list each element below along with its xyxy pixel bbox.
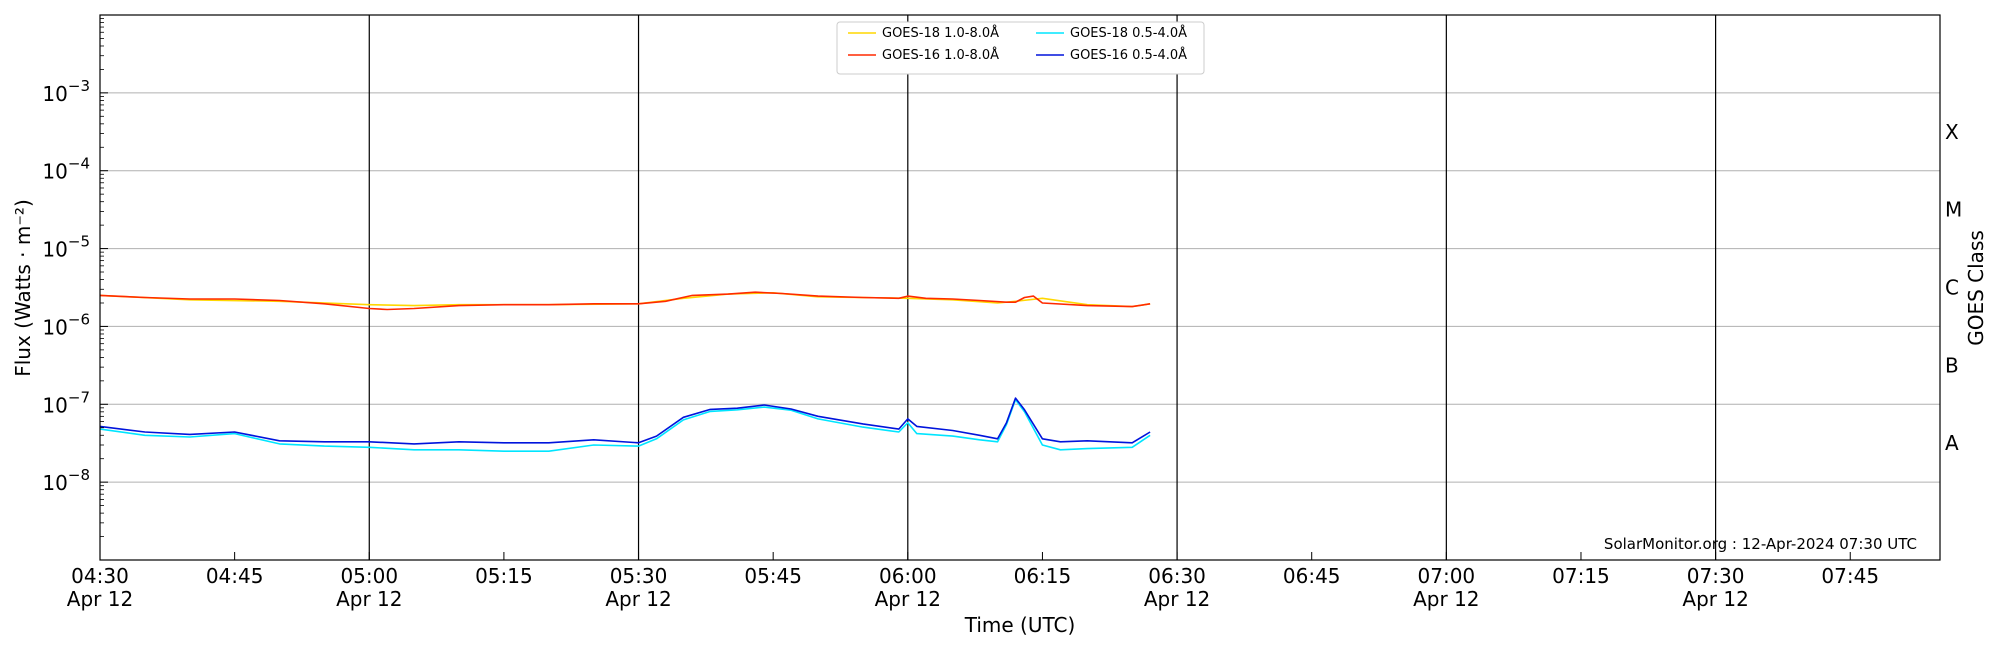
legend-label: GOES-16 1.0-8.0Å (882, 47, 999, 63)
goes-class-label: B (1945, 353, 1959, 377)
x-tick-date-label: Apr 12 (1413, 587, 1479, 611)
series-line (99, 397, 1151, 445)
x-tick-label: 07:30 (1687, 564, 1745, 588)
legend-box (836, 21, 1205, 75)
y-tick-label: 10−6 (42, 310, 90, 339)
x-tick-date-label: Apr 12 (67, 587, 133, 611)
legend: GOES-18 1.0-8.0Å GOES-16 1.0-8.0Å GOES-18 … (836, 21, 1205, 75)
y-axis-ticks: 10−8 10−7 10−6 10−5 10−4 10−3 (42, 18, 108, 537)
y-tick-label: 10−3 (42, 77, 90, 106)
series-lines (99, 291, 1151, 453)
x-tick-label: 05:45 (744, 564, 802, 588)
x-tick-label: 05:30 (610, 564, 668, 588)
grid-lines (100, 92, 1940, 483)
y-tick-label: 10−7 (42, 388, 90, 417)
x-tick-label: 04:30 (71, 564, 129, 588)
series-line (99, 291, 1151, 311)
y-tick-label: 10−8 (42, 466, 90, 495)
goes-class-label: M (1945, 198, 1962, 222)
goes-class-labels: A B C M X (1945, 120, 1962, 455)
legend-label: GOES-16 0.5-4.0Å (1070, 47, 1187, 63)
x-tick-date-label: Apr 12 (1682, 587, 1748, 611)
x-tick-date-label: Apr 12 (336, 587, 402, 611)
x-tick-label: 05:00 (340, 564, 398, 588)
x-tick-label: 06:00 (879, 564, 937, 588)
legend-label: GOES-18 0.5-4.0Å (1070, 25, 1187, 41)
x-tick-label: 06:15 (1014, 564, 1072, 588)
goes-class-label: A (1945, 431, 1959, 455)
goes-class-label: C (1945, 276, 1959, 300)
x-tick-label: 07:00 (1418, 564, 1476, 588)
plot-background (100, 15, 1940, 560)
x-tick-label: 06:45 (1283, 564, 1341, 588)
legend-label: GOES-18 1.0-8.0Å (882, 25, 999, 41)
x-tick-label: 07:15 (1552, 564, 1610, 588)
x-tick-label: 05:15 (475, 564, 533, 588)
series-line (99, 398, 1151, 453)
x-tick-date-label: Apr 12 (1144, 587, 1210, 611)
credit-text: SolarMonitor.org : 12-Apr-2024 07:30 UTC (1604, 535, 1917, 553)
y-axis-title: Flux (Watts · m⁻²) (11, 199, 35, 377)
y-tick-label: 10−5 (42, 233, 90, 262)
x-tick-label: 04:45 (206, 564, 264, 588)
x-axis-title: Time (UTC) (964, 613, 1076, 637)
goes-class-label: X (1945, 120, 1959, 144)
plot-frame (99, 14, 1941, 561)
day-separator-lines (368, 15, 1717, 560)
y-tick-label: 10−4 (42, 155, 90, 184)
x-tick-label: 07:45 (1821, 564, 1879, 588)
x-tick-date-label: Apr 12 (875, 587, 941, 611)
x-tick-label: 06:30 (1148, 564, 1206, 588)
x-tick-date-label: Apr 12 (605, 587, 671, 611)
y2-axis-title: GOES Class (1964, 230, 1988, 346)
